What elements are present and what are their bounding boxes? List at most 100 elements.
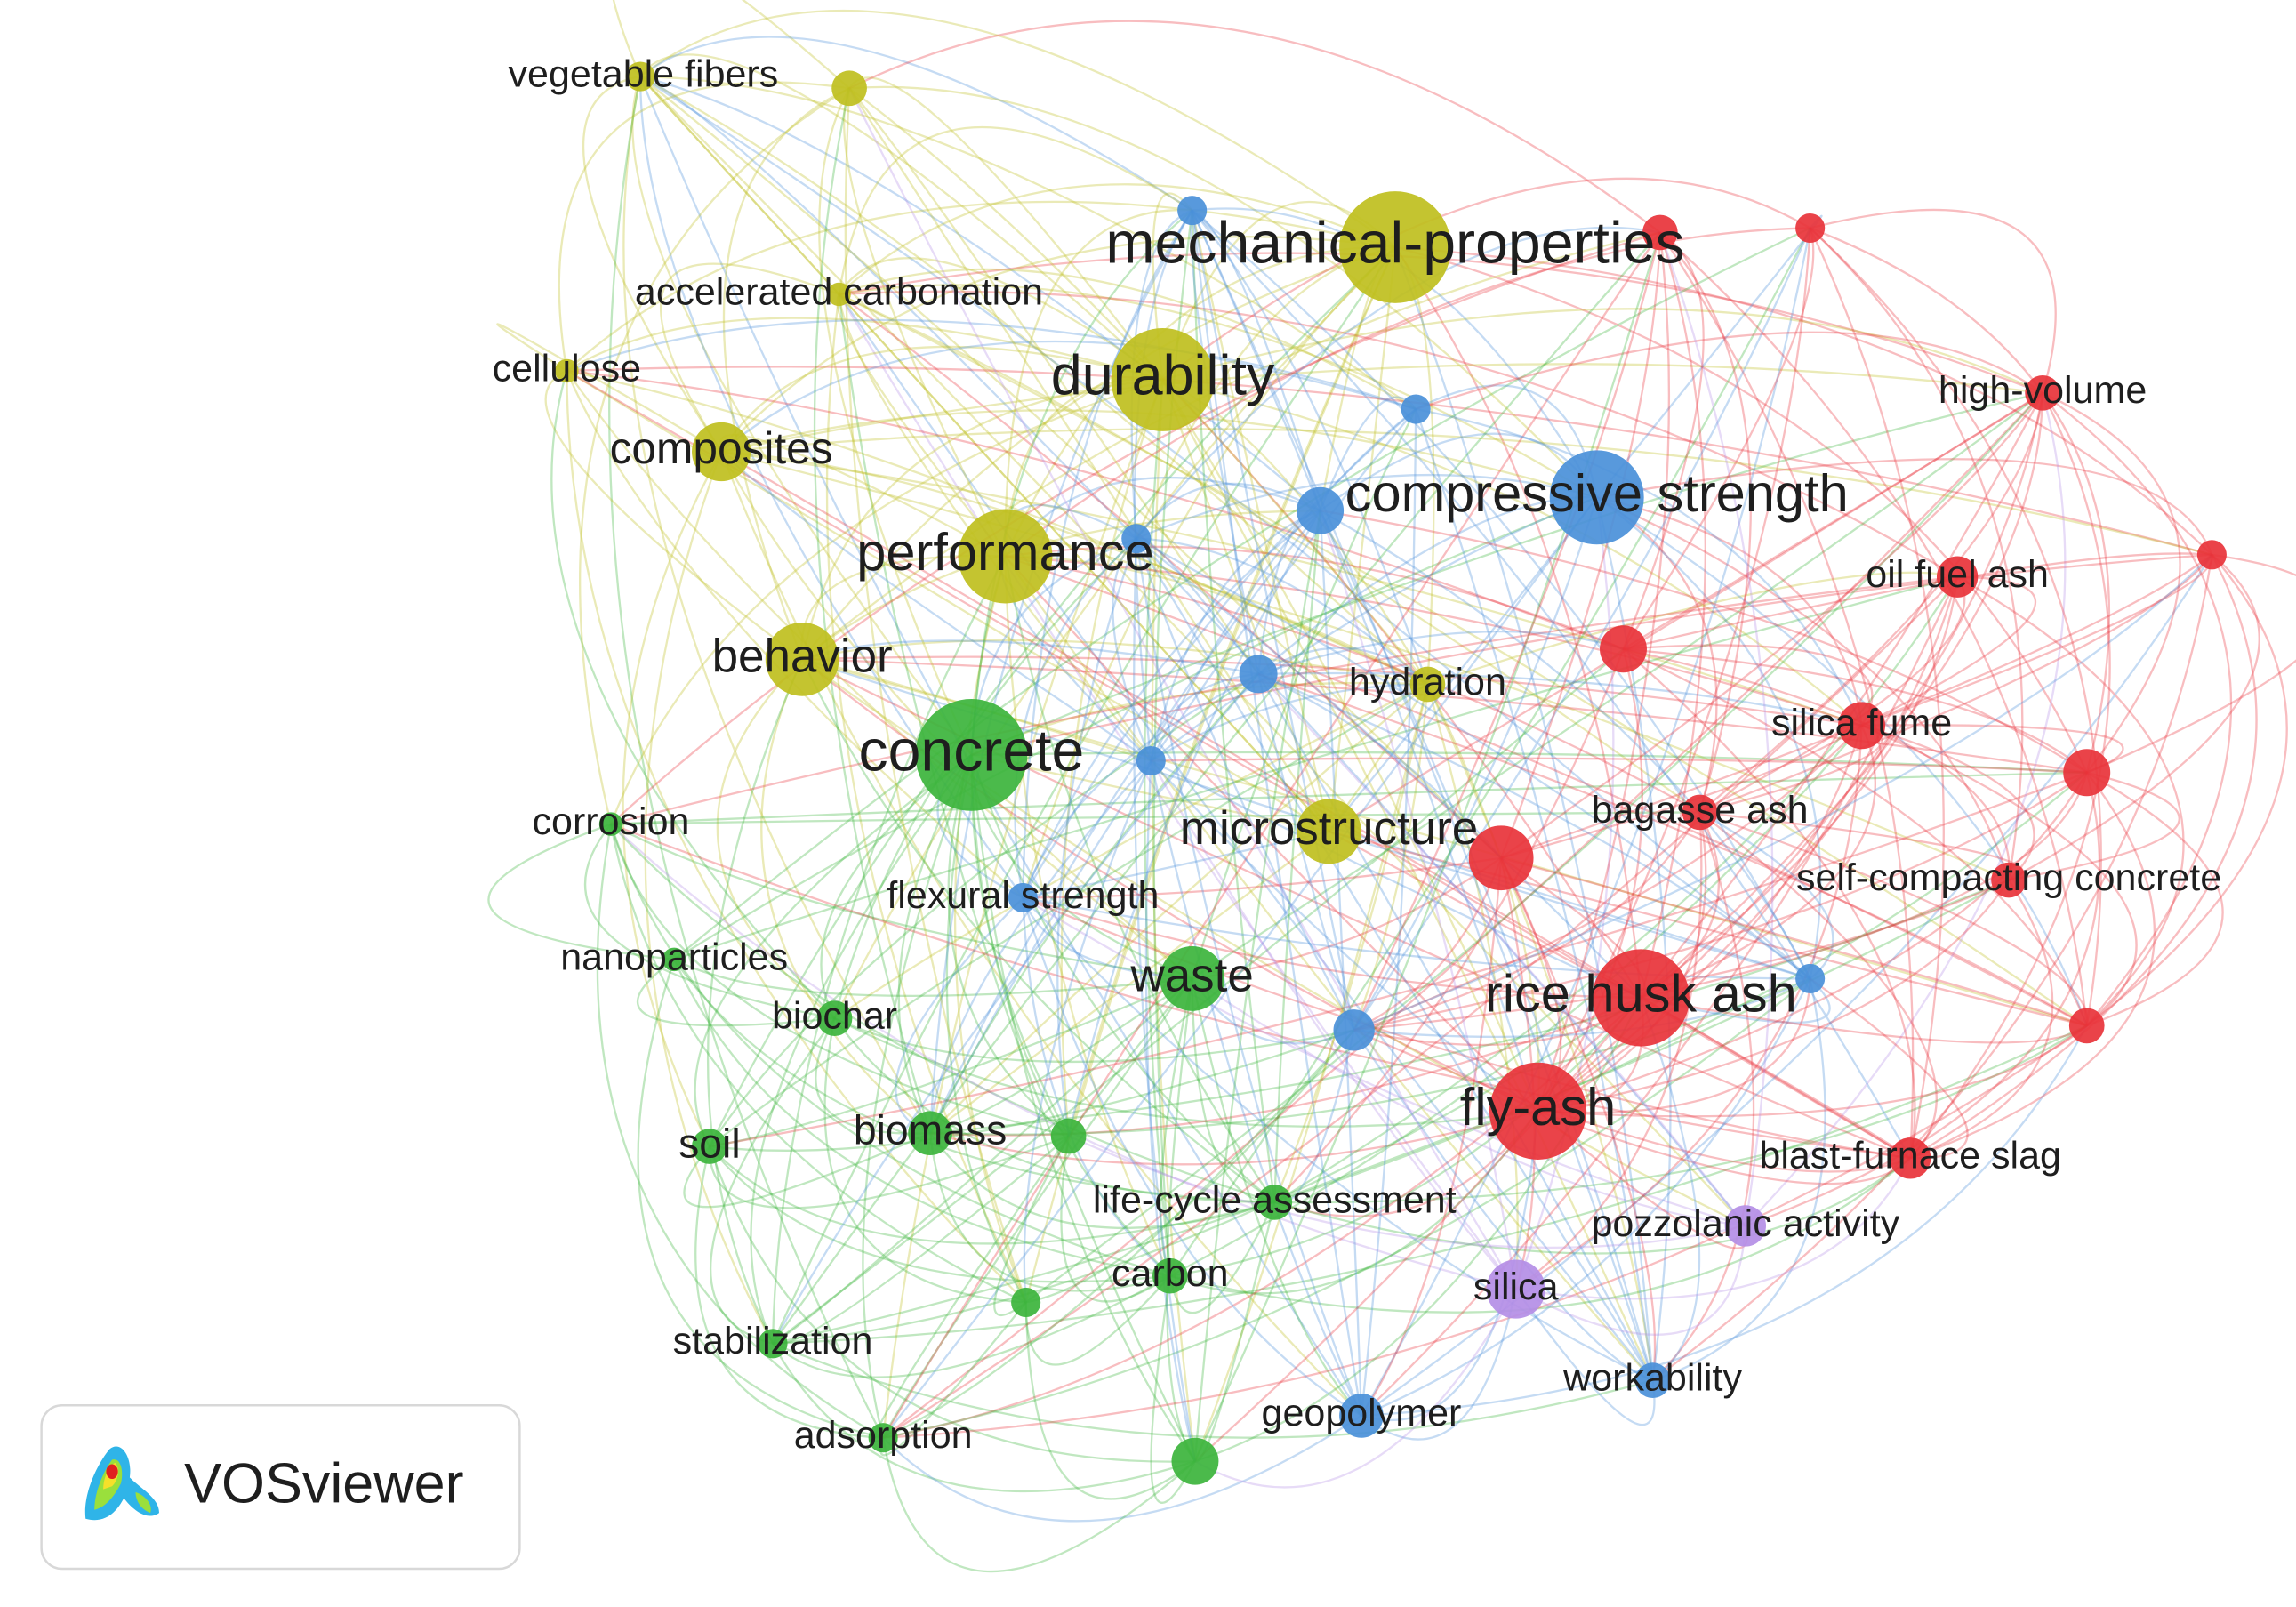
edge [1257,673,1746,1227]
edge [1191,977,1746,1227]
edge [848,87,1260,675]
edge [1022,672,1259,898]
edge [673,958,1192,998]
edge [1426,684,1519,1290]
edge [1024,1274,1171,1366]
edge [839,293,1701,814]
edge [1640,576,1959,999]
edge [1360,409,1417,1417]
edge [1136,537,1642,999]
edge [720,450,2010,881]
edge [1537,1024,2088,1118]
edge [862,754,973,1438]
edge [673,959,1171,1277]
edge [1160,978,1193,1277]
edge [1150,759,1642,999]
edge [929,510,1321,1134]
edge [1698,811,1938,1160]
edge [1150,760,1362,1417]
edge [820,753,973,1019]
edge [1023,896,1810,980]
node [662,947,686,972]
edge [1056,538,1137,1137]
edge [1005,555,1428,686]
edge [834,1017,1538,1128]
edge [1500,857,1657,1381]
edge [622,451,723,1147]
node [831,70,867,107]
node-label: silica [1473,1266,1559,1308]
edge [1112,537,1152,761]
node-label: microstructure [1180,802,1478,855]
edge [1353,724,1863,1032]
edge [1192,391,2043,980]
node [1136,745,1166,776]
edge [1162,378,1863,727]
edge [1810,227,2110,774]
node [1592,949,1690,1047]
edge [610,231,1661,825]
node [816,1000,853,1036]
edge [1144,760,1197,1462]
edge [839,252,2043,394]
edge [609,824,1171,1277]
node-label: nanoparticles [560,936,788,978]
node [1239,655,1278,694]
edge [1319,510,1654,1381]
edge [1135,482,1321,540]
edge [844,88,1027,1303]
edge [1640,725,1876,999]
edge [721,428,2212,556]
edge [1014,537,1137,898]
edge [1651,554,2213,1382]
edge [895,896,1024,1135]
edge [1004,556,1171,1277]
edge [1023,830,1329,899]
edge [1659,231,1752,813]
edge [802,655,1862,727]
edge [1257,631,1624,675]
edge [801,639,1428,686]
edge [1500,856,2088,1027]
edge [849,85,1598,499]
edge [1909,554,2258,1160]
edge [1257,673,1654,1381]
edge [1135,538,1654,1381]
edge [834,1017,1354,1064]
edge [1025,1029,1355,1304]
edge [882,1414,1362,1523]
edge [1150,683,1428,762]
node [1339,191,1451,303]
node [868,1423,898,1453]
node [758,1329,788,1359]
node-label: biomass [854,1106,1008,1153]
edge [2042,391,2233,1027]
edge [1596,496,1863,726]
node-label: fly-ash [1460,1077,1616,1137]
edge [596,824,884,1439]
edge [673,227,1811,960]
edge [1596,458,2213,556]
node [1121,524,1152,554]
edge [709,1145,1275,1245]
edge [1622,228,1815,650]
edge [1191,209,1811,979]
edge [709,977,1193,1148]
edge [953,556,1027,1303]
edge [1135,537,1746,1227]
edge [1956,575,2185,1027]
edge [882,1437,1196,1573]
edge [1537,772,2088,1113]
node [692,422,751,482]
node-label: life-cycle assessment [1093,1178,1457,1221]
edge [609,378,1163,825]
node [1011,1287,1041,1318]
edge [1024,392,2043,1304]
edge [1361,1024,2088,1418]
edge [1022,897,1362,1417]
edge [1060,379,1164,1137]
edge [2086,553,2296,774]
edge [1068,1135,1746,1249]
node-label: bagasse ash [1592,789,1809,832]
node [1297,486,1345,534]
